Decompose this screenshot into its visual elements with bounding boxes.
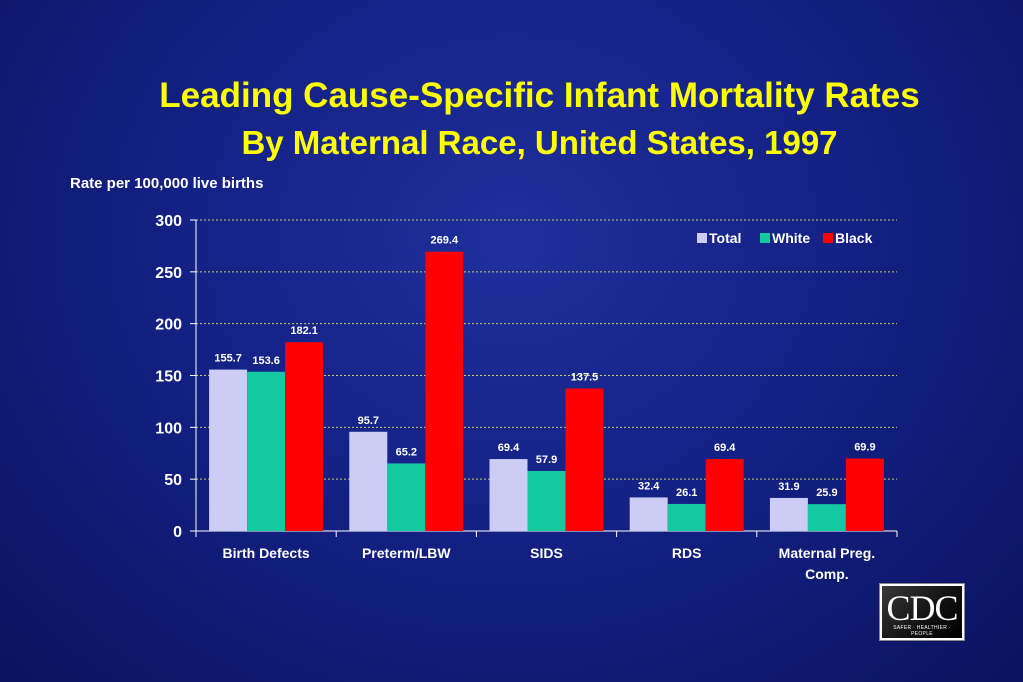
legend-label: Black — [835, 230, 873, 246]
chart-title: Leading Cause-Specific Infant Mortality … — [159, 76, 920, 115]
y-tick-label: 300 — [155, 213, 182, 230]
bar — [387, 463, 426, 531]
bar — [807, 504, 846, 531]
bar — [705, 459, 744, 531]
bar — [527, 470, 566, 531]
category-label: Preterm/LBW — [362, 545, 451, 561]
bar — [489, 459, 528, 531]
y-tick-label: 150 — [155, 369, 182, 386]
bar — [349, 431, 388, 531]
bar — [769, 497, 808, 531]
cdc-logo-tagline: SAFER · HEALTHIER · PEOPLE — [893, 625, 951, 637]
legend-label: Total — [709, 230, 741, 246]
data-label: 137.5 — [571, 371, 599, 383]
y-axis-label: Rate per 100,000 live births — [70, 175, 264, 192]
y-tick-label: 100 — [155, 420, 182, 437]
data-label: 32.4 — [638, 480, 660, 492]
y-tick-label: 0 — [173, 524, 182, 541]
data-label: 57.9 — [536, 454, 557, 466]
data-label: 31.9 — [778, 481, 799, 493]
bar — [667, 503, 706, 531]
data-label: 153.6 — [252, 355, 280, 367]
category-label: Birth Defects — [223, 545, 310, 561]
cdc-logo-text: CDC — [886, 588, 958, 628]
category-label: Comp. — [805, 566, 849, 582]
y-tick-label: 200 — [155, 317, 182, 334]
data-label: 155.7 — [214, 353, 242, 365]
bar — [285, 342, 324, 531]
data-label: 269.4 — [431, 235, 459, 247]
data-label: 182.1 — [290, 325, 318, 337]
data-label: 65.2 — [396, 446, 417, 458]
bar — [247, 371, 286, 531]
category-label: RDS — [672, 545, 702, 561]
data-label: 95.7 — [358, 415, 379, 427]
chart-subtitle: By Maternal Race, United States, 1997 — [241, 124, 838, 161]
legend-swatch — [697, 233, 707, 243]
data-label: 26.1 — [676, 487, 697, 499]
data-label: 25.9 — [816, 487, 837, 499]
bar — [425, 251, 464, 532]
data-label: 69.4 — [498, 442, 520, 454]
data-label: 69.9 — [854, 442, 875, 454]
bar — [565, 388, 604, 531]
bar — [209, 369, 248, 531]
data-label: 69.4 — [714, 442, 736, 454]
legend-swatch — [760, 233, 770, 243]
legend-label: White — [772, 230, 810, 246]
bar — [629, 497, 668, 531]
legend-swatch — [823, 233, 833, 243]
y-tick-label: 250 — [155, 265, 182, 282]
bar — [845, 458, 884, 531]
cdc-logo: CDC SAFER · HEALTHIER · PEOPLE — [879, 583, 965, 641]
category-label: Maternal Preg. — [779, 545, 875, 561]
category-label: SIDS — [530, 545, 563, 561]
y-tick-label: 50 — [164, 472, 182, 489]
